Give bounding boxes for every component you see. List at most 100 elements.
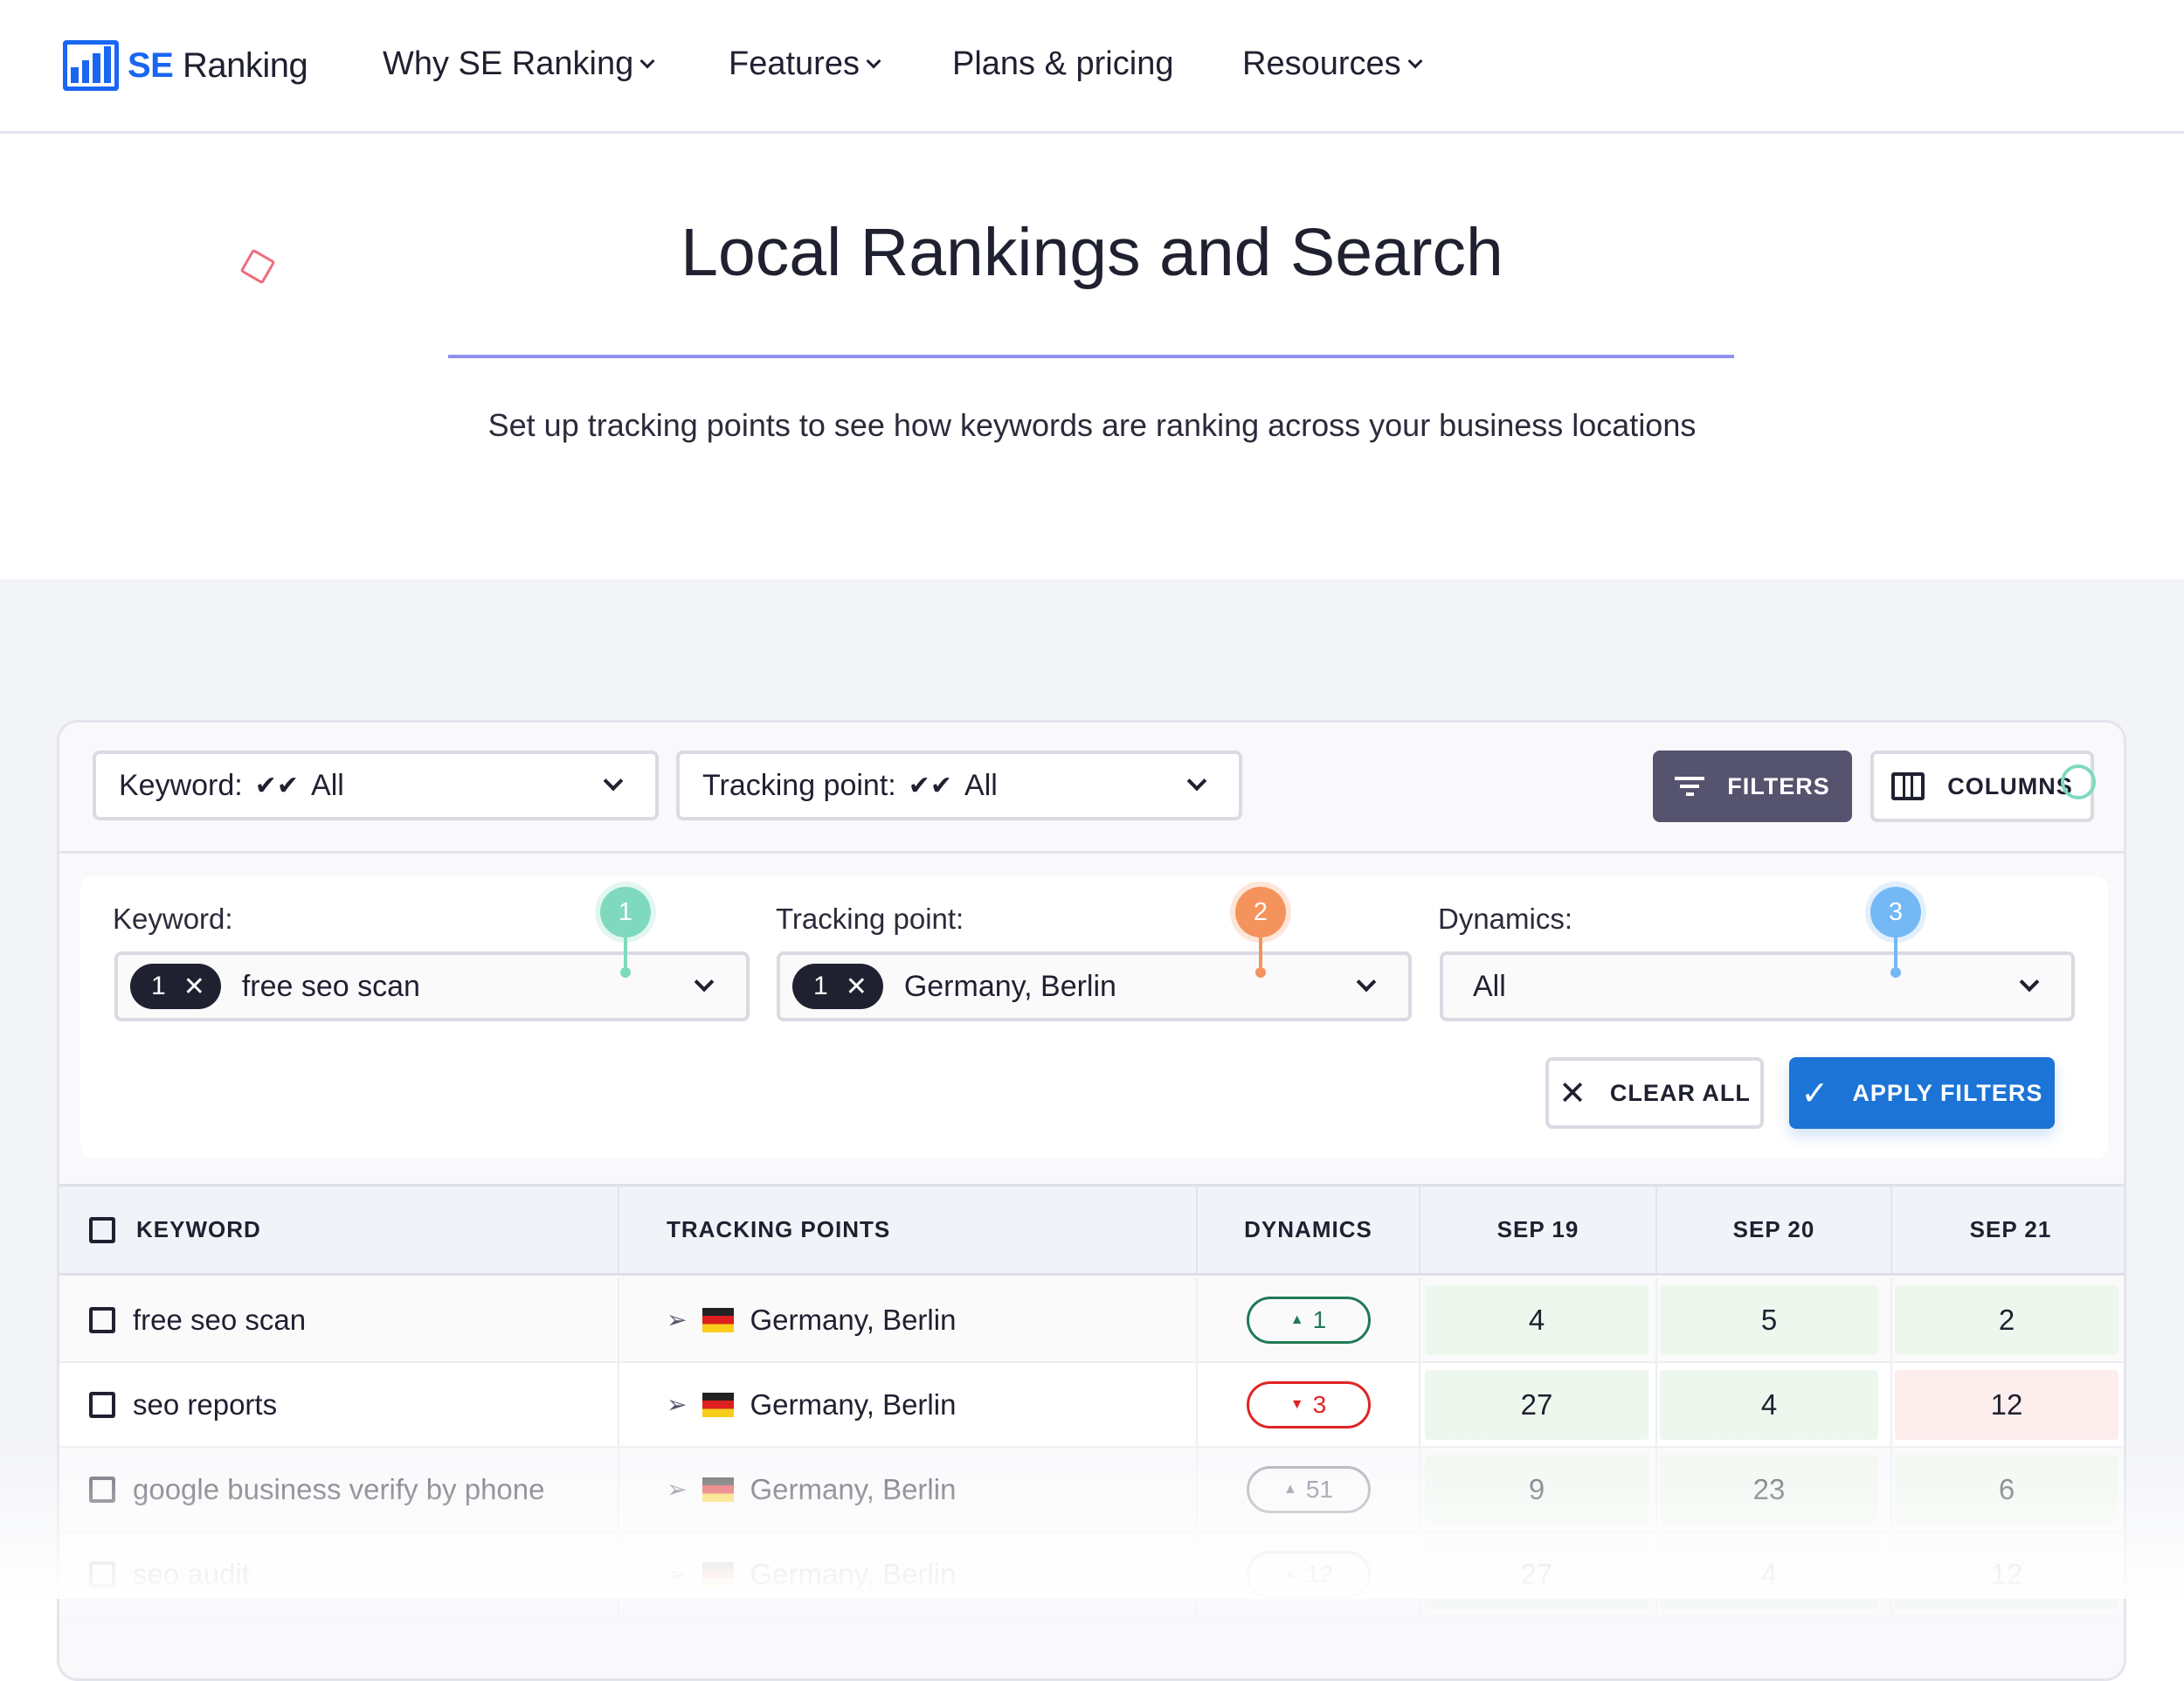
position-cell: 12 [1895,1370,2118,1440]
keyword-dropdown[interactable]: Keyword: ✔✔ All [93,751,659,820]
tracking-filter-label: Tracking point: [776,903,964,935]
cursor-highlight-icon [2061,764,2096,799]
row-location: Germany, Berlin [750,1387,957,1421]
col-tracking-points[interactable]: TRACKING POINTS [667,1216,891,1242]
triangle-up-icon: ▲ [1289,1311,1304,1327]
col-sep-19[interactable]: SEP 19 [1496,1216,1579,1242]
columns-button[interactable]: COLUMNS [1870,751,2096,822]
filter-panel: Keyword: Tracking point: Dynamics: 1 ✕ fr… [80,876,2108,1159]
location-arrow-icon: ➢ [667,1391,688,1418]
double-check-icon: ✔✔ [908,771,953,800]
germany-flag-icon [702,1392,735,1417]
chevron-down-icon [1356,972,1377,993]
filter-icon [1675,777,1705,796]
columns-icon [1891,772,1925,800]
keyword-filter-value: free seo scan [241,969,420,1003]
divider [59,851,2124,854]
logo-icon [63,40,119,91]
dynamics-value: 1 [1312,1305,1327,1333]
top-nav: SE Ranking Why SE Ranking Features Plans… [0,0,2184,134]
chevron-down-icon [1407,53,1423,68]
select-all-checkbox[interactable] [89,1216,115,1243]
chevron-down-icon [2019,972,2040,993]
position-cell: 5 [1660,1285,1878,1355]
dynamics-filter-select[interactable]: All [1440,951,2075,1021]
row-checkbox[interactable] [89,1306,115,1333]
apply-filters-label: APPLY FILTERS [1852,1079,2043,1106]
tracking-count-chip[interactable]: 1 ✕ [792,964,883,1009]
clear-all-button[interactable]: ✕ CLEAR ALL [1545,1057,1764,1129]
step-marker-1: 1 [600,887,651,978]
germany-flag-icon [702,1307,735,1332]
nav-label: Plans & pricing [952,45,1174,82]
position-cell: 4 [1425,1285,1648,1355]
position-cell: 27 [1425,1370,1648,1440]
location-arrow-icon: ➢ [667,1306,688,1333]
logo-ranking: Ranking [182,45,308,85]
chevron-down-icon [694,972,715,993]
chip-count: 1 [813,972,828,1000]
nav-label: Resources [1242,45,1401,82]
double-check-icon: ✔✔ [254,771,300,800]
row-keyword: free seo scan [133,1303,307,1336]
tracking-filter-select[interactable]: 1 ✕ Germany, Berlin [777,951,1412,1021]
tracking-filter-value: Germany, Berlin [903,969,1116,1003]
close-icon: ✕ [1559,1075,1587,1112]
nav-features[interactable]: Features [729,45,881,83]
position-cell: 4 [1660,1370,1878,1440]
tracking-point-dropdown[interactable]: Tracking point: ✔✔ All [676,751,1242,820]
position-cell: 2 [1895,1285,2118,1355]
chevron-down-icon [603,771,624,792]
step-badge: 3 [1870,887,1921,937]
step-badge: 1 [600,887,651,937]
keyword-dropdown-value: All [311,768,344,802]
columns-label: COLUMNS [1947,772,2073,799]
row-checkbox[interactable] [89,1391,115,1418]
chevron-down-icon [1186,771,1207,792]
step-marker-3: 3 [1870,887,1921,978]
chip-count: 1 [151,972,166,1000]
check-icon: ✓ [1800,1075,1830,1112]
logo[interactable]: SE Ranking [63,40,308,91]
close-icon[interactable]: ✕ [845,972,867,1001]
col-dynamics[interactable]: DYNAMICS [1244,1216,1372,1242]
page-subtitle: Set up tracking points to see how keywor… [487,407,1697,443]
keyword-dropdown-label: Keyword: [119,768,243,802]
keyword-filter-select[interactable]: 1 ✕ free seo scan [114,951,750,1021]
row-location: Germany, Berlin [750,1303,957,1336]
step-marker-2: 2 [1235,887,1286,978]
dynamics-filter-value: All [1473,969,1506,1003]
col-sep-20[interactable]: SEP 20 [1732,1216,1815,1242]
close-icon[interactable]: ✕ [183,972,205,1001]
clear-all-label: CLEAR ALL [1609,1079,1751,1106]
bottom-fade [0,1433,2184,1599]
filters-label: FILTERS [1727,772,1830,799]
nav-plans-pricing[interactable]: Plans & pricing [952,45,1173,83]
dynamics-filter-label: Dynamics: [1438,903,1573,935]
logo-se: SE [128,45,174,85]
nav-resources[interactable]: Resources [1242,45,1423,83]
dynamics-badge: ▲ 1 [1246,1296,1371,1344]
triangle-down-icon: ▼ [1289,1396,1304,1412]
filters-button[interactable]: FILTERS [1653,751,1852,822]
page-title: Local Rankings and Search [681,215,1503,290]
chevron-down-icon [866,53,881,68]
nav-label: Features [729,45,860,82]
dynamics-value: 3 [1312,1390,1327,1418]
step-badge: 2 [1235,887,1286,937]
chevron-down-icon [639,53,655,68]
nav-label: Why SE Ranking [383,45,634,82]
apply-filters-button[interactable]: ✓ APPLY FILTERS [1789,1057,2055,1129]
title-underline [448,355,1734,358]
table-header: KEYWORD TRACKING POINTS DYNAMICS SEP 19 … [59,1184,2124,1276]
tracking-dropdown-value: All [964,768,998,802]
nav-why-se-ranking[interactable]: Why SE Ranking [383,45,655,83]
tracking-dropdown-label: Tracking point: [702,768,896,802]
col-keyword[interactable]: KEYWORD [136,1216,261,1242]
col-sep-21[interactable]: SEP 21 [1969,1216,2052,1242]
keyword-count-chip[interactable]: 1 ✕ [130,964,221,1009]
keyword-filter-label: Keyword: [113,903,233,935]
row-keyword: seo reports [133,1387,278,1421]
dynamics-badge: ▼ 3 [1246,1380,1371,1429]
